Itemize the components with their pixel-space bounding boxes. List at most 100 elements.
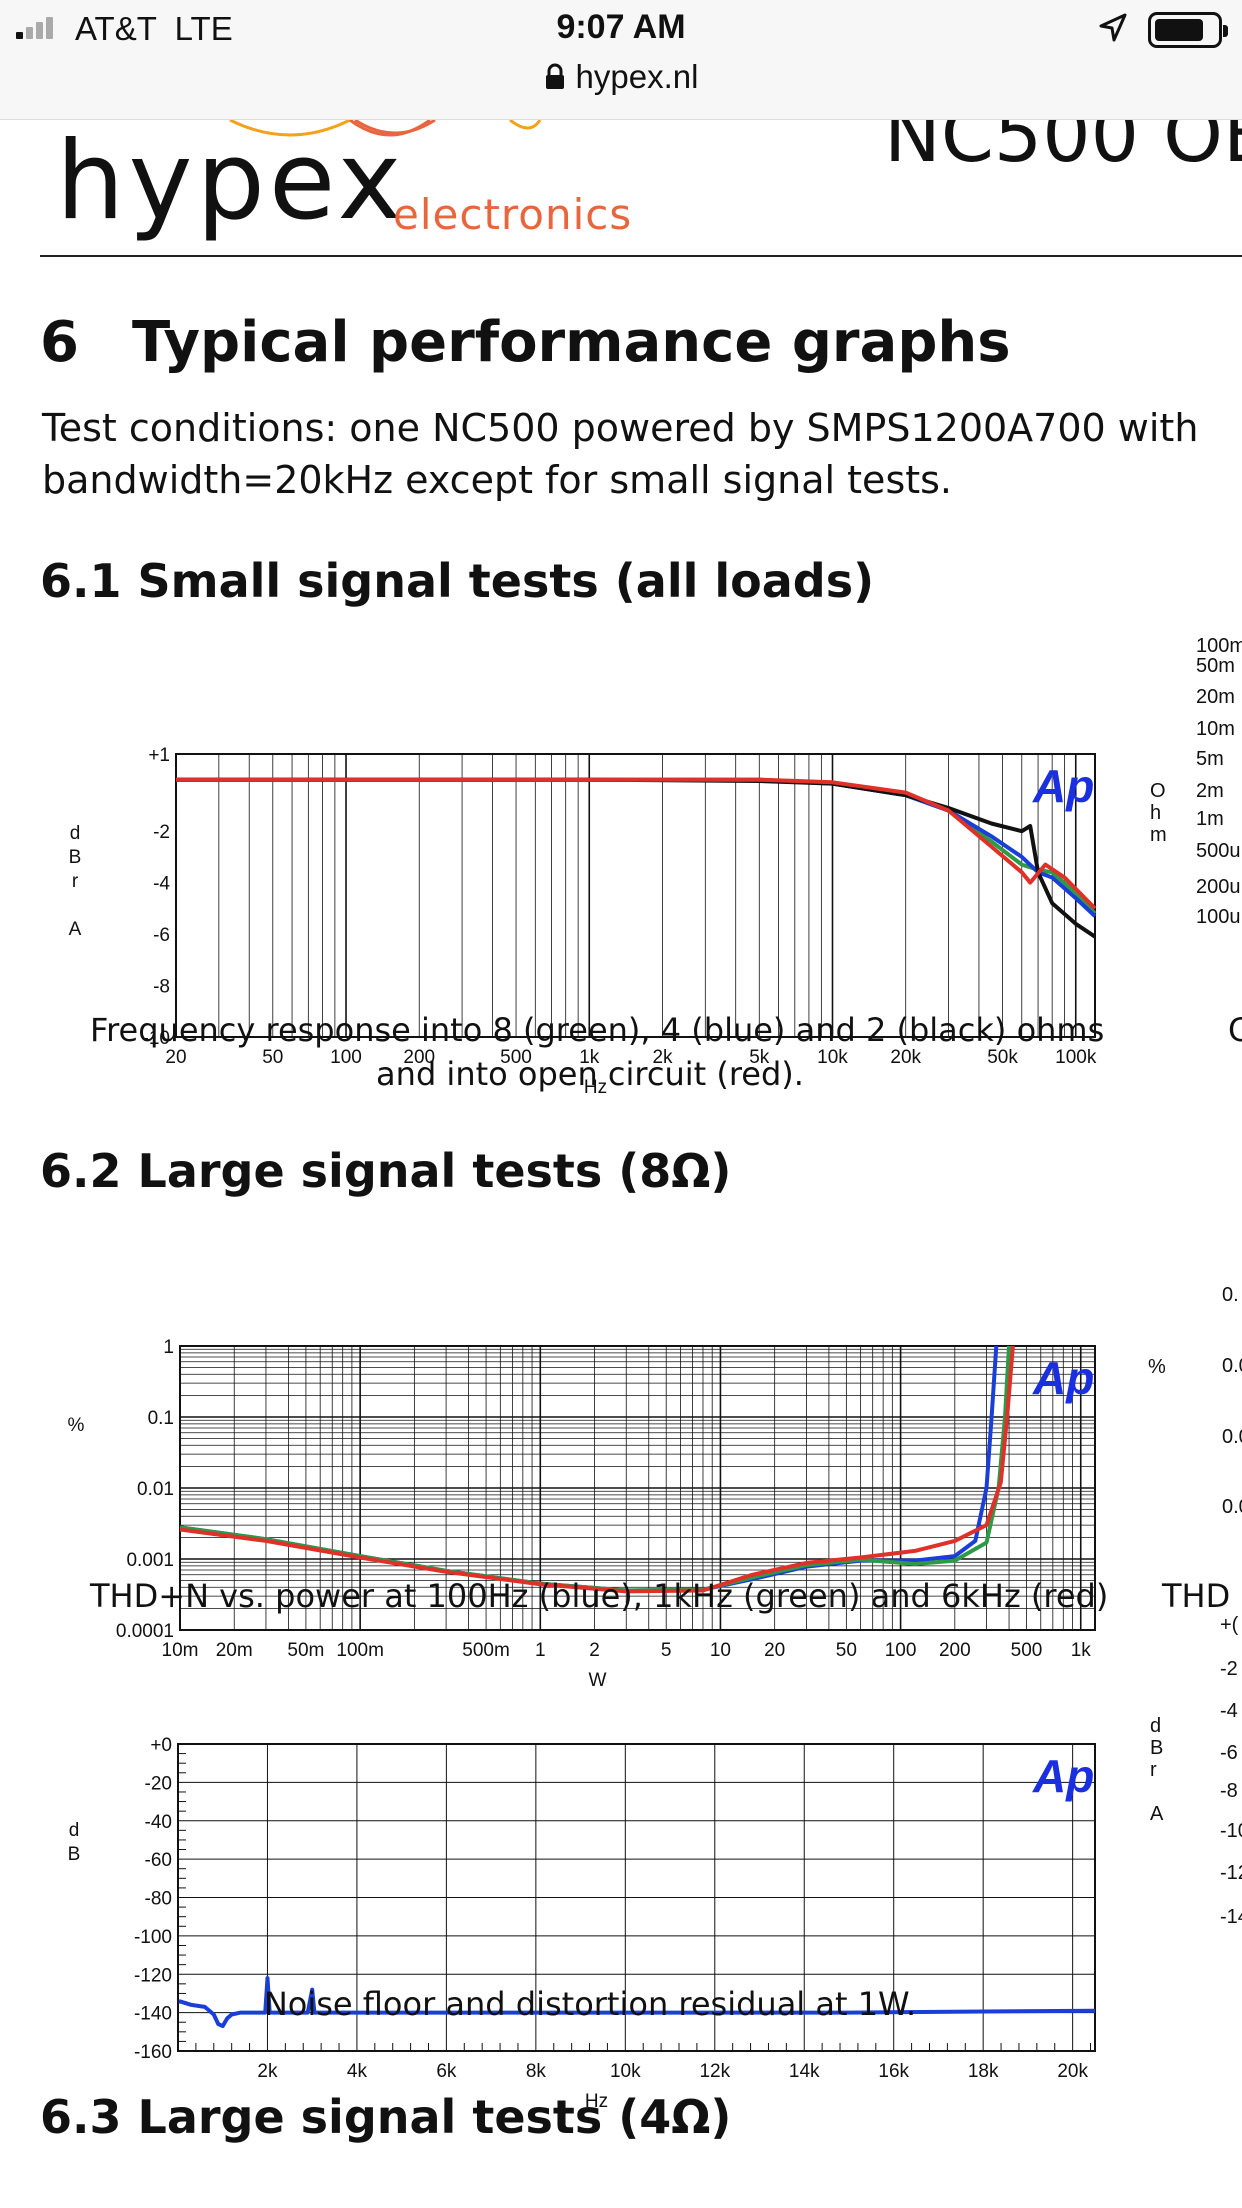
subsection-heading-6-1: 6.1 Small signal tests (all loads)	[40, 554, 875, 608]
carrier-label: AT&T LTE	[75, 10, 233, 47]
clipped-y-tick: 0.000	[1222, 1496, 1242, 1518]
x-tick-label: 12k	[699, 2061, 730, 2082]
x-tick-label: 50	[262, 1047, 283, 1068]
graph-caption-1: Frequency response into 8 (green), 4 (bl…	[90, 1008, 1105, 1096]
y-tick-label: 1	[163, 1337, 174, 1358]
clipped-y-axis-label: O	[1150, 780, 1166, 802]
y-tick-label: -2	[153, 822, 170, 843]
y-tick-label: -160	[134, 2042, 172, 2063]
noise-floor-graph: 2k 4k 6k 8k 10k 12k 14k 16k 18k 20k +0 -20 -40 -60 -80…	[68, 1735, 1096, 2112]
logo-waves-graphic	[229, 120, 542, 137]
location-arrow-icon	[1098, 12, 1128, 48]
x-tick-label: 50m	[287, 1640, 324, 1661]
x-tick-label: 5k	[749, 1047, 770, 1068]
para-line: Test conditions: one NC500 powered by SM…	[42, 406, 1199, 450]
x-tick-label: 18k	[968, 2061, 999, 2082]
x-tick-label: 4k	[347, 2061, 368, 2082]
y-axis-label: B	[69, 847, 82, 868]
clipped-y-tick: 100m	[1196, 635, 1242, 657]
x-tick-label: 20m	[216, 1640, 253, 1661]
y-tick-label: 0.0001	[116, 1621, 174, 1642]
y-tick-label: -100	[134, 1927, 172, 1948]
y-tick-label: -10	[143, 1028, 170, 1049]
clipped-y-tick: -6	[1220, 1742, 1238, 1764]
y-axis-label: %	[68, 1415, 85, 1436]
series-line	[178, 1976, 1096, 2029]
clipped-y-axis-label: A	[1150, 1803, 1164, 1825]
y-axis-label: A	[69, 919, 82, 940]
x-tick-label: 500	[1011, 1640, 1043, 1661]
x-tick-label: 20k	[1057, 2061, 1088, 2082]
x-tick-label: 6k	[436, 2061, 457, 2082]
web-page[interactable]: hypex electronics NC500 OE 6 Typical perf…	[0, 120, 1242, 2208]
series-line	[176, 777, 1097, 910]
hypex-logo: hypex	[56, 120, 406, 244]
subsection-heading-6-2: 6.2 Large signal tests (8Ω)	[40, 1144, 732, 1198]
section-number: 6	[40, 310, 79, 375]
clipped-caption: THD	[1162, 1577, 1231, 1615]
clipped-y-axis-label: d	[1150, 1715, 1162, 1737]
x-tick-label: 10k	[817, 1047, 848, 1068]
x-tick-label: 500m	[462, 1640, 510, 1661]
clipped-y-tick: 200u	[1196, 876, 1241, 898]
y-tick-label: 0.001	[126, 1550, 174, 1571]
series-line	[179, 1345, 1015, 1594]
y-tick-label: -8	[153, 977, 170, 998]
address-bar[interactable]: hypex.nl	[0, 58, 1242, 96]
x-tick-label: 20	[764, 1640, 785, 1661]
section-heading: 6 Typical performance graphs	[40, 310, 1011, 375]
x-tick-label: 50	[836, 1640, 857, 1661]
x-tick-label: 14k	[789, 2061, 820, 2082]
clipped-y-tick: -2	[1220, 1658, 1238, 1680]
clipped-y-axis-label: h	[1150, 802, 1162, 824]
x-tick-label: 10	[710, 1640, 731, 1661]
clipped-y-axis-label: B	[1150, 1737, 1164, 1759]
section-title: Typical performance graphs	[132, 310, 1011, 375]
thd-vs-power-graph: 10m 20m 50m 100m 500m 1 2 5 10 20 50 100 200 500 1k 1 0.…	[68, 1337, 1096, 1691]
y-tick-label: -4	[153, 874, 170, 895]
clipped-y-tick: 2m	[1196, 780, 1224, 802]
caption-line: Frequency response into 8 (green), 4 (bl…	[90, 1011, 1105, 1049]
ap-logo: Ap	[1032, 1750, 1094, 1802]
clipped-y-tick: 500u	[1196, 840, 1241, 862]
y-axis-label: d	[69, 1820, 80, 1841]
x-tick-label: 2k	[257, 2061, 278, 2082]
x-tick-label: 16k	[878, 2061, 909, 2082]
x-tick-label: 200	[403, 1047, 435, 1068]
clock: 9:07 AM	[556, 8, 686, 46]
clipped-y-tick: -14	[1220, 1906, 1242, 1928]
status-bar: AT&T LTE 9:07 AM hypex.nl	[0, 0, 1242, 120]
x-tick-label: 1	[535, 1640, 546, 1661]
plot-area	[175, 753, 1096, 1038]
y-tick-label: -20	[145, 1773, 172, 1794]
y-tick-label: -40	[145, 1812, 172, 1833]
clipped-y-tick: 100u	[1196, 906, 1241, 928]
clipped-y-tick: 5m	[1196, 748, 1224, 770]
y-axis-label: r	[72, 871, 79, 892]
y-axis-label: B	[68, 1844, 81, 1865]
y-tick-label: 0.1	[148, 1408, 174, 1429]
clipped-y-axis-label: %	[1148, 1356, 1166, 1378]
x-axis-label: Hz	[585, 2091, 608, 2112]
partial-graph-4: 1Ap	[0, 2160, 1242, 2208]
x-tick-label: 100k	[1055, 1047, 1097, 1068]
y-tick-label: -120	[134, 1965, 172, 1986]
x-tick-label: 500	[500, 1047, 532, 1068]
clipped-y-tick: 0.	[1222, 1284, 1239, 1306]
clipped-y-tick: 10m	[1196, 718, 1235, 740]
x-tick-label: 2k	[652, 1047, 673, 1068]
y-tick-label: +1	[148, 745, 170, 766]
x-tick-label: 100	[885, 1640, 917, 1661]
x-tick-label: 100	[330, 1047, 362, 1068]
x-tick-label: 2	[589, 1640, 600, 1661]
graph-caption-3: Noise floor and distortion residual at 1…	[263, 1985, 917, 2023]
clipped-y-axis-label: m	[1150, 824, 1167, 846]
x-tick-label: 10m	[162, 1640, 199, 1661]
clipped-y-tick: 50m	[1196, 655, 1235, 677]
clipped-y-tick: -10	[1220, 1820, 1242, 1842]
caption-line: and into open circuit (red).	[376, 1055, 804, 1093]
subsection-heading-6-3: 6.3 Large signal tests (4Ω)	[40, 2090, 732, 2144]
x-axis-label: W	[589, 1670, 607, 1691]
clipped-y-tick: 20m	[1196, 686, 1235, 708]
graph-caption-2: THD+N vs. power at 100Hz (blue), 1kHz (g…	[90, 1577, 1109, 1615]
